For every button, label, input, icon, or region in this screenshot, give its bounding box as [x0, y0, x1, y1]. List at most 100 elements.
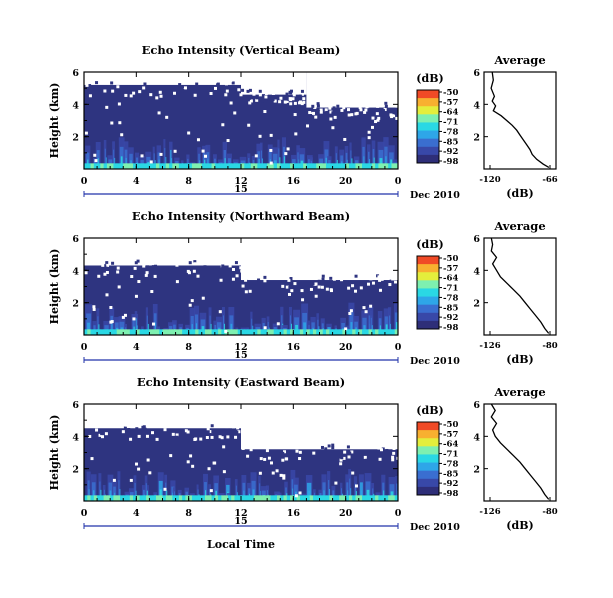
gap-pixel [349, 309, 353, 313]
speckle [235, 274, 239, 278]
surface-echo [329, 495, 334, 501]
gap-pixel [92, 307, 96, 311]
speckle [231, 267, 235, 271]
gap-pixel [298, 101, 302, 105]
speckle [241, 88, 245, 92]
surface-echo [339, 163, 343, 169]
speckle [181, 430, 185, 434]
speckle [274, 89, 278, 93]
speckle [321, 274, 325, 278]
surface-echo [335, 495, 340, 501]
surface-echo [227, 329, 232, 335]
colorbar-frame [416, 89, 440, 164]
speckle [389, 113, 393, 117]
speckle [281, 284, 285, 288]
surface-echo [93, 163, 98, 169]
surface-echo [191, 329, 196, 335]
speckle [158, 90, 162, 94]
plume [195, 323, 198, 335]
speckle [259, 457, 263, 461]
speckle [319, 110, 323, 114]
surface-echo [332, 163, 337, 169]
gap-pixel [286, 147, 290, 151]
surface-echo [365, 495, 370, 501]
speckle [263, 275, 267, 279]
surface-echo [169, 495, 173, 501]
colorbar-tick-label: -98 [443, 323, 458, 333]
surface-echo [129, 329, 134, 335]
surface-echo [263, 163, 268, 169]
speckle [246, 97, 250, 101]
surface-echo [224, 163, 229, 169]
colorbar-tick-label: -64 [443, 108, 458, 118]
speckle [234, 261, 238, 265]
speckle [133, 266, 137, 270]
speckle [218, 430, 222, 434]
colorbar-segment [417, 122, 439, 132]
speckle [358, 106, 362, 110]
speckle [248, 289, 252, 293]
gap-pixel [373, 428, 377, 432]
gap-pixel [344, 327, 348, 331]
speckle [377, 116, 381, 120]
speckle [312, 451, 316, 455]
surface-echo [129, 163, 134, 169]
speckle [265, 99, 269, 103]
speckle [271, 98, 275, 102]
surface-echo [142, 163, 147, 169]
speckle [366, 111, 370, 115]
surface-echo [267, 329, 271, 335]
speckle [381, 109, 385, 113]
surface-echo [241, 495, 245, 501]
speckle [377, 275, 381, 279]
speckle [201, 266, 205, 270]
speckle [312, 111, 316, 115]
plume [317, 319, 319, 335]
speckle [100, 435, 104, 439]
speckle [226, 435, 230, 439]
speckle [300, 92, 304, 96]
speckle [263, 457, 267, 461]
surface-echo [371, 329, 376, 335]
panel-title: Echo Intensity (Eastward Beam) [137, 375, 345, 389]
speckle [309, 114, 313, 118]
speckle [179, 422, 183, 426]
speckle [165, 81, 169, 85]
surface-echo [247, 329, 252, 335]
plume [396, 483, 398, 501]
speckle [144, 273, 148, 277]
surface-echo [371, 163, 376, 169]
y-axis-label: Height (km) [48, 83, 61, 159]
profile-x-tick-label: -126 [479, 341, 500, 351]
speckle [259, 102, 263, 106]
speckle [320, 285, 324, 289]
speckle [379, 108, 383, 112]
surface-echo [178, 495, 183, 501]
x-tick-label: 0 [395, 342, 402, 353]
speckle [175, 435, 179, 439]
surface-echo [270, 495, 275, 501]
speckle [215, 79, 219, 83]
surface-echo [365, 163, 370, 169]
speckle [392, 451, 396, 455]
speckle [183, 92, 187, 96]
surface-echo [276, 495, 281, 501]
surface-echo [201, 163, 206, 169]
gap-pixel [294, 132, 298, 136]
plume [297, 152, 299, 169]
speckle [192, 269, 196, 273]
plume [134, 483, 136, 501]
speckle [145, 265, 149, 269]
speckle [104, 266, 108, 270]
surface-echo [319, 329, 324, 335]
speckle [200, 79, 204, 83]
speckle [308, 111, 312, 115]
colorbar-tick-label: -50 [443, 420, 458, 430]
gap-pixel [163, 487, 167, 491]
plume [285, 487, 287, 501]
surface-echo [254, 495, 258, 501]
surface-echo [93, 329, 98, 335]
surface-echo [221, 163, 226, 169]
speckle [300, 102, 304, 106]
gap-pixel [270, 461, 274, 465]
